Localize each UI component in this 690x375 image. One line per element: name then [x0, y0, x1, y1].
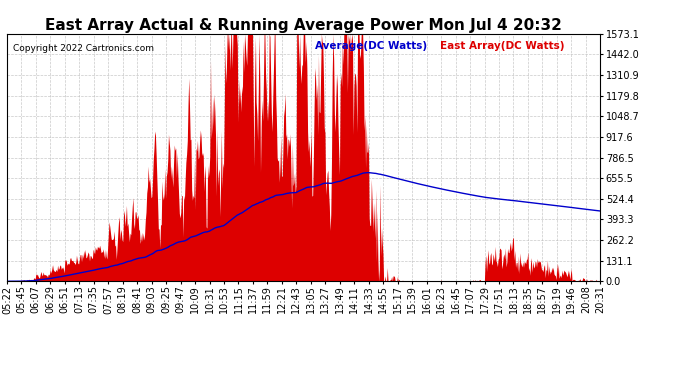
Title: East Array Actual & Running Average Power Mon Jul 4 20:32: East Array Actual & Running Average Powe…: [45, 18, 562, 33]
Text: Copyright 2022 Cartronics.com: Copyright 2022 Cartronics.com: [13, 44, 154, 52]
Text: Average(DC Watts): Average(DC Watts): [315, 41, 428, 51]
Text: East Array(DC Watts): East Array(DC Watts): [440, 41, 564, 51]
